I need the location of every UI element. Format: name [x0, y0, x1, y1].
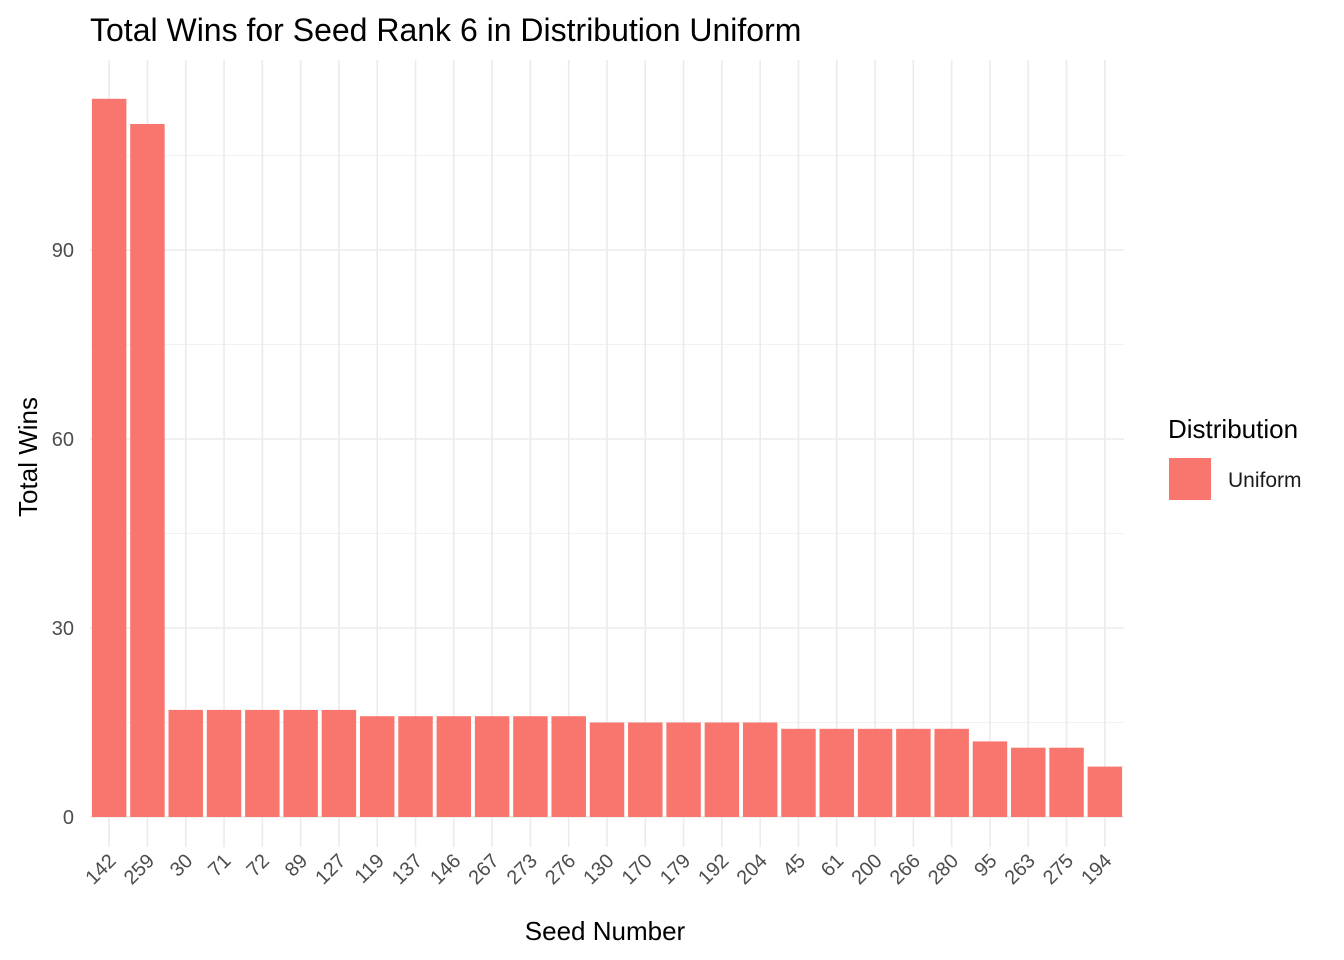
- bar-127: [321, 709, 357, 817]
- bar-119: [359, 716, 395, 817]
- bar-61: [819, 728, 855, 817]
- bars: [91, 98, 1123, 818]
- x-tick-label: 266: [886, 850, 925, 889]
- bar-204: [742, 722, 778, 817]
- bar-30: [168, 709, 203, 817]
- bar-194: [1087, 766, 1123, 817]
- bar-170: [628, 722, 663, 817]
- bar-179: [666, 722, 701, 817]
- y-axis-ticks: 0 30 60 90: [52, 240, 74, 829]
- x-tick-label: 119: [351, 850, 389, 888]
- x-tick-label: 127: [311, 850, 350, 889]
- bar-45: [781, 728, 816, 817]
- bar-89: [283, 709, 318, 817]
- x-tick-label: 72: [243, 850, 274, 881]
- y-tick-label: 60: [52, 429, 74, 451]
- x-tick-label: 95: [970, 850, 1001, 881]
- bar-192: [704, 722, 740, 817]
- legend-key-uniform: [1169, 458, 1211, 500]
- x-tick-label: 204: [733, 850, 772, 889]
- bar-266: [896, 728, 931, 817]
- x-tick-label: 89: [281, 850, 312, 881]
- x-tick-label: 61: [817, 850, 848, 881]
- y-axis-title: Total Wins: [13, 397, 43, 517]
- bar-146: [436, 716, 472, 817]
- x-tick-label: 192: [694, 850, 733, 889]
- chart-title: Total Wins for Seed Rank 6 in Distributi…: [90, 12, 801, 48]
- x-tick-label: 146: [426, 850, 465, 889]
- x-tick-label: 273: [503, 850, 542, 889]
- x-tick-label: 71: [204, 850, 235, 881]
- bar-71: [206, 709, 242, 817]
- x-tick-label: 259: [120, 850, 159, 889]
- bar-273: [513, 716, 548, 817]
- x-axis-title: Seed Number: [525, 916, 686, 946]
- bar-95: [972, 741, 1008, 817]
- bar-130: [589, 722, 625, 817]
- bar-142: [91, 98, 127, 818]
- x-tick-label: 170: [618, 850, 657, 889]
- x-tick-label: 263: [1001, 850, 1040, 889]
- bar-259: [130, 124, 165, 817]
- x-tick-label: 276: [541, 850, 580, 889]
- bar-200: [857, 728, 893, 817]
- x-tick-label: 130: [579, 850, 618, 889]
- bar-276: [551, 716, 586, 817]
- bar-137: [398, 716, 433, 817]
- x-tick-label: 275: [1039, 850, 1078, 889]
- bar-275: [1049, 747, 1084, 817]
- bar-72: [245, 709, 280, 817]
- legend: Distribution Uniform: [1168, 414, 1302, 500]
- legend-label-uniform: Uniform: [1228, 469, 1302, 492]
- y-tick-label: 90: [52, 240, 74, 262]
- bar-263: [1011, 747, 1046, 817]
- x-tick-label: 179: [656, 850, 695, 889]
- bar-280: [934, 728, 969, 817]
- y-tick-label: 30: [52, 618, 74, 640]
- x-tick-label: 142: [82, 850, 121, 889]
- x-tick-label: 267: [464, 850, 503, 889]
- x-tick-label: 137: [388, 850, 427, 889]
- x-tick-label: 30: [166, 850, 197, 881]
- x-tick-label: 280: [924, 850, 963, 889]
- x-tick-label: 200: [847, 850, 886, 889]
- bar-267: [474, 716, 510, 817]
- x-tick-label: 45: [779, 850, 810, 881]
- x-tick-label: 194: [1077, 850, 1116, 889]
- y-tick-label: 0: [63, 807, 74, 829]
- legend-title: Distribution: [1168, 414, 1298, 444]
- x-axis-ticks: 142 259 30 71 72 89 127 119 137 146 267 273 276 130 17…: [82, 850, 1117, 889]
